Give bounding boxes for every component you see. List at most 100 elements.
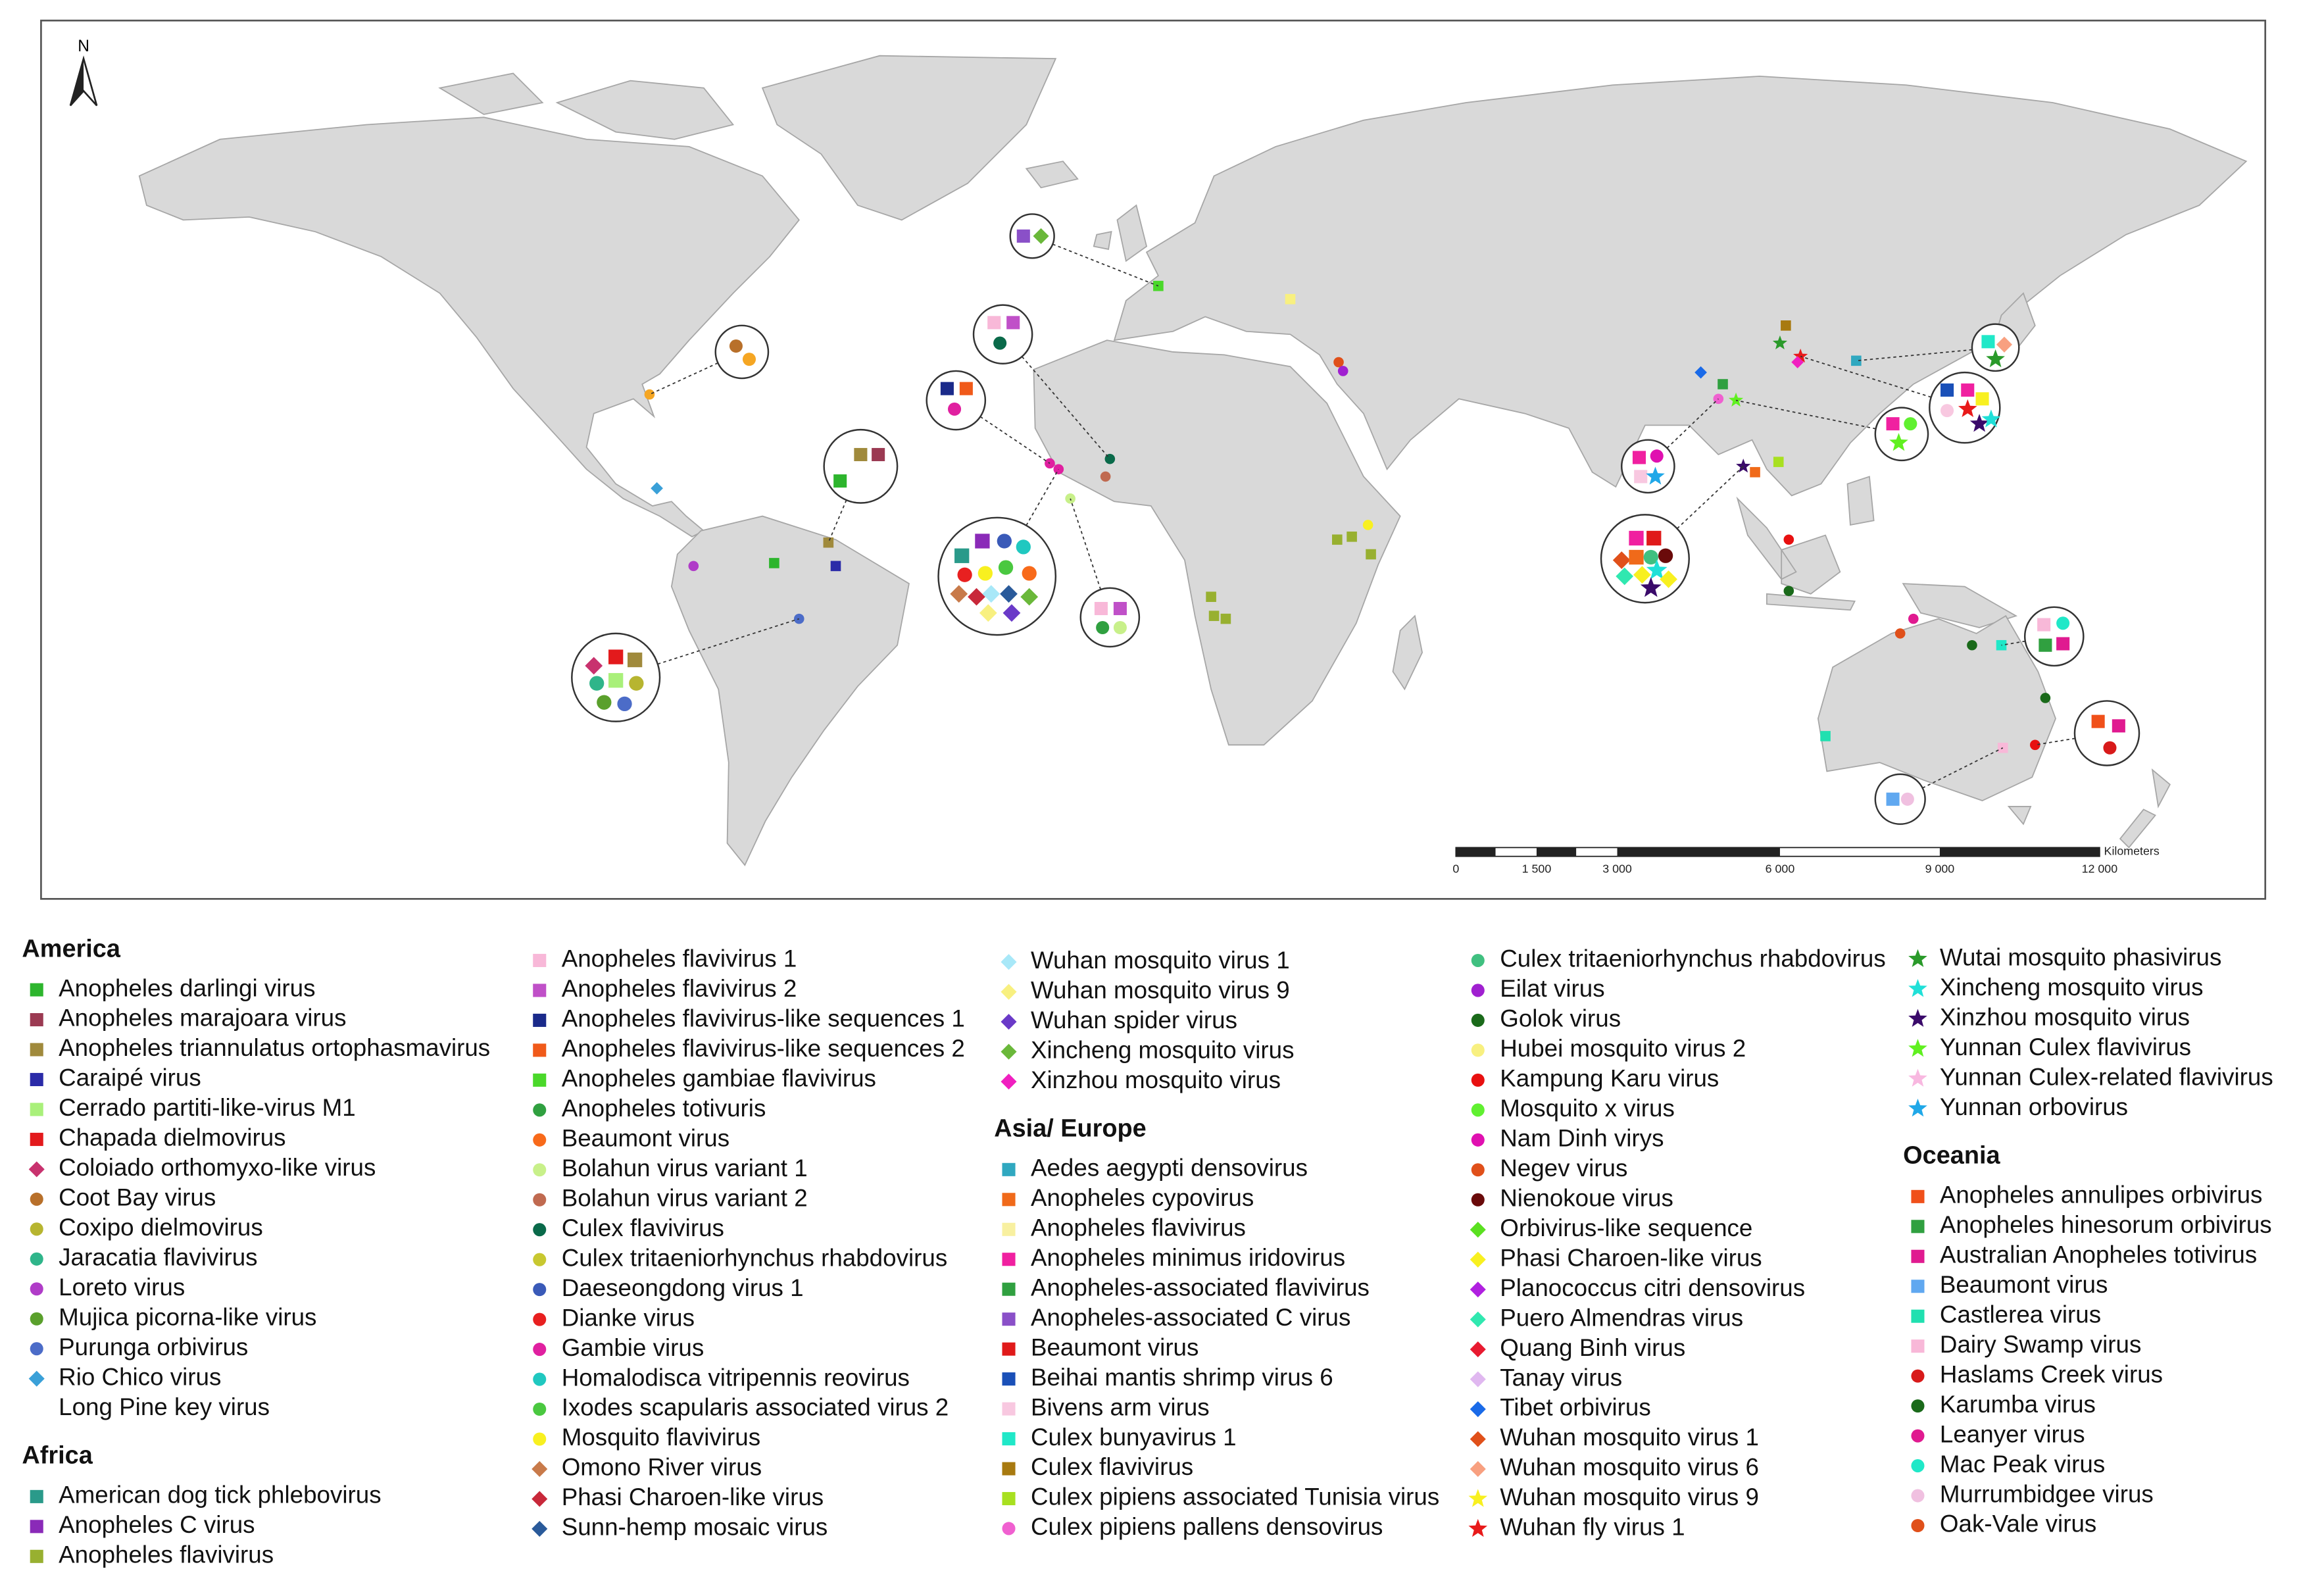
inset-marker <box>589 676 605 691</box>
map-marker <box>1718 379 1728 389</box>
leader-line <box>1666 398 1719 449</box>
arctic-islands <box>438 72 735 140</box>
legend-label: Golok virus <box>1500 1005 1621 1032</box>
legend-marker <box>1471 953 1485 967</box>
inset-marker <box>1941 404 1954 418</box>
legend-marker <box>1471 1013 1485 1027</box>
inset-marker <box>1033 228 1049 244</box>
legend-marker <box>30 1103 43 1116</box>
inset-circle <box>1620 439 1675 494</box>
scale-label: 0 <box>1452 862 1459 875</box>
map-marker <box>1347 531 1357 542</box>
leader-line <box>2001 640 2025 646</box>
map-marker <box>1100 471 1111 482</box>
legend-label: Phasi Charoen-like virus <box>562 1484 824 1510</box>
legend-label: Culex tritaeniorhynchus rhabdovirus <box>1500 945 1886 972</box>
leader-line <box>979 416 1051 464</box>
legend-section-title: America <box>22 935 120 962</box>
legend-label: Negev virus <box>1500 1155 1627 1182</box>
legend: America Anopheles darlingi virus Anopheles… <box>22 935 2273 1568</box>
legend-label: Anopheles flavivirus-like sequences 2 <box>562 1035 965 1062</box>
legend-label: Mosquito x virus <box>1500 1095 1675 1122</box>
legend-label: Coot Bay virus <box>59 1184 216 1211</box>
legend-label: Anopheles-associated flavivirus <box>1031 1274 1370 1301</box>
inset-marker <box>1904 417 1917 431</box>
inset-marker <box>2091 714 2105 728</box>
legend-label: Yunnan orbovirus <box>1940 1093 2128 1120</box>
legend-marker <box>1911 1518 1925 1533</box>
legend-marker <box>1911 1399 1925 1413</box>
southeast-asia-islands <box>1736 476 2018 628</box>
legend-section-title: Africa <box>22 1442 93 1470</box>
legend-marker <box>30 1252 43 1266</box>
legend-marker <box>28 1161 45 1178</box>
legend-label: Dianke virus <box>562 1304 695 1331</box>
inset-marker <box>1969 414 1989 432</box>
legend-marker <box>1911 1249 1925 1263</box>
inset-marker <box>954 548 970 563</box>
inset-marker <box>1961 383 1975 397</box>
legend-label: Anopheles flavivirus-like sequences 1 <box>562 1005 965 1032</box>
map-marker <box>1220 613 1231 624</box>
inset-marker <box>940 382 954 395</box>
legend-label: Wuhan fly virus 1 <box>1500 1514 1685 1541</box>
inset-circle <box>2073 700 2140 766</box>
inset-circle <box>1079 587 1141 648</box>
inset-marker <box>585 657 603 675</box>
inset-marker <box>1002 604 1021 622</box>
legend-label: Beaumont virus <box>562 1125 729 1152</box>
legend-label: Sunn-hemp mosaic virus <box>562 1514 828 1541</box>
map-marker <box>1362 520 1373 530</box>
inset-marker <box>1889 433 1908 451</box>
inset-circle <box>2023 606 2085 667</box>
map-marker <box>1793 348 1808 363</box>
south-america <box>670 515 910 866</box>
legend-label: Caraipé virus <box>59 1064 201 1091</box>
legend-marker <box>533 1193 547 1207</box>
legend-marker <box>1471 1193 1485 1207</box>
legend-marker <box>533 1253 547 1266</box>
leader-line <box>657 618 800 665</box>
inset-marker <box>975 534 990 549</box>
legend-section-title: Oceania <box>1903 1142 2000 1170</box>
scale-label: 12 000 <box>2082 862 2118 875</box>
legend-label: Puero Almendras virus <box>1500 1304 1743 1331</box>
legend-marker <box>1002 1522 1016 1535</box>
legend-label: Yunnan Culex-related flavivirus <box>1940 1063 2273 1090</box>
legend-label: Anopheles flavivirus <box>59 1541 274 1568</box>
legend-label: Cerrado partiti-like-virus M1 <box>59 1094 356 1121</box>
leader-line <box>828 499 847 543</box>
legend-label: Jaracatia flavivirus <box>59 1244 257 1271</box>
legend-label: Mac Peak virus <box>1940 1451 2105 1478</box>
legend-marker <box>1470 1371 1486 1387</box>
inset-marker <box>950 585 968 603</box>
legend-label: Loreto virus <box>59 1274 185 1301</box>
legend-label: Wuhan mosquito virus 9 <box>1500 1484 1759 1510</box>
legend-label: Daeseongdong virus 1 <box>562 1274 804 1301</box>
scale-label: 9 000 <box>1925 862 1955 875</box>
inset-marker <box>982 585 1001 603</box>
legend-label: Mosquito flavivirus <box>562 1424 760 1451</box>
legend-label: Beaumont virus <box>1940 1271 2108 1298</box>
north-label: N <box>78 37 89 55</box>
legend-label: Oak-Vale virus <box>1940 1510 2096 1537</box>
map-marker <box>1053 464 1064 475</box>
legend-marker <box>30 983 43 997</box>
legend-marker <box>533 1312 547 1326</box>
legend-label: Quang Binh virus <box>1500 1334 1685 1361</box>
legend-label: Anopheles minimus iridovirus <box>1031 1244 1345 1271</box>
inset-marker <box>2037 618 2051 632</box>
legend-marker <box>1908 1009 1927 1027</box>
legend-label: Orbivirus-like sequence <box>1500 1214 1752 1241</box>
legend-label: Tanay virus <box>1500 1364 1622 1391</box>
legend-marker <box>1471 1103 1485 1117</box>
legend-marker <box>1908 979 1927 997</box>
inset-marker <box>1629 530 1644 546</box>
legend-marker <box>1470 1401 1486 1418</box>
legend-label: Anopheles flavivirus 1 <box>562 945 797 972</box>
inset-marker <box>987 316 1001 330</box>
legend-marker <box>1470 1311 1486 1328</box>
legend-marker <box>1471 1133 1485 1147</box>
